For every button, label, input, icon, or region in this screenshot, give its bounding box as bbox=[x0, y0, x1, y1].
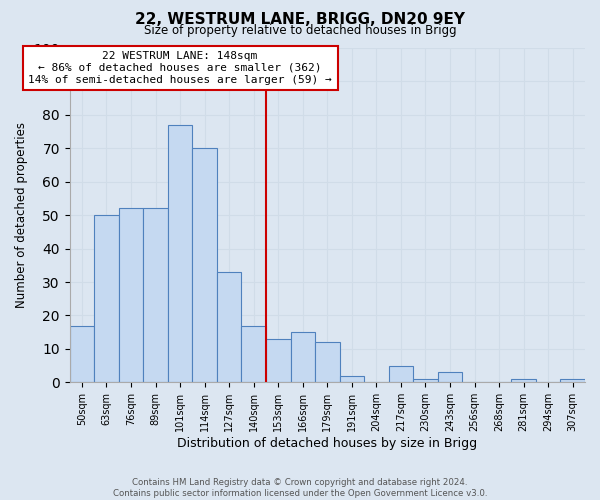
Bar bbox=[266, 339, 290, 382]
Bar bbox=[193, 148, 217, 382]
Text: Contains HM Land Registry data © Crown copyright and database right 2024.
Contai: Contains HM Land Registry data © Crown c… bbox=[113, 478, 487, 498]
Bar bbox=[217, 272, 241, 382]
Bar bbox=[340, 376, 364, 382]
Bar bbox=[119, 208, 143, 382]
Bar bbox=[290, 332, 315, 382]
Bar bbox=[70, 326, 94, 382]
Bar bbox=[413, 379, 438, 382]
Bar bbox=[511, 379, 536, 382]
Bar bbox=[94, 215, 119, 382]
Bar bbox=[560, 379, 585, 382]
X-axis label: Distribution of detached houses by size in Brigg: Distribution of detached houses by size … bbox=[177, 437, 478, 450]
Bar bbox=[389, 366, 413, 382]
Y-axis label: Number of detached properties: Number of detached properties bbox=[15, 122, 28, 308]
Bar bbox=[143, 208, 168, 382]
Bar bbox=[241, 326, 266, 382]
Text: 22 WESTRUM LANE: 148sqm
← 86% of detached houses are smaller (362)
14% of semi-d: 22 WESTRUM LANE: 148sqm ← 86% of detache… bbox=[28, 52, 332, 84]
Bar bbox=[168, 125, 193, 382]
Text: Size of property relative to detached houses in Brigg: Size of property relative to detached ho… bbox=[143, 24, 457, 37]
Bar bbox=[315, 342, 340, 382]
Bar bbox=[438, 372, 462, 382]
Text: 22, WESTRUM LANE, BRIGG, DN20 9EY: 22, WESTRUM LANE, BRIGG, DN20 9EY bbox=[135, 12, 465, 28]
